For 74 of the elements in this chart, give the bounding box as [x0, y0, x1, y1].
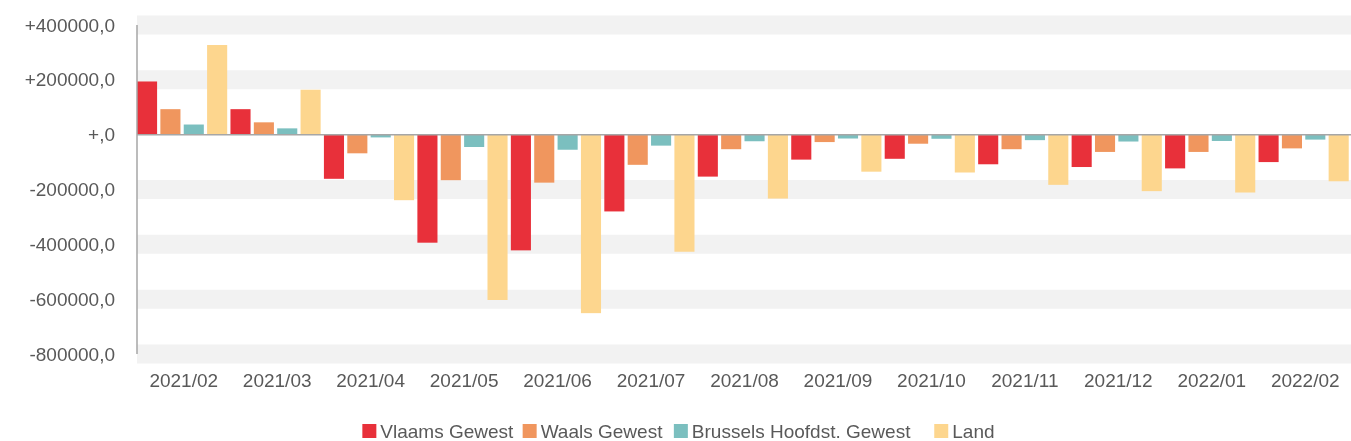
bar: [394, 134, 415, 201]
bar: [837, 134, 859, 139]
bar: [1305, 134, 1326, 140]
bar: [253, 122, 274, 135]
legend-label: Land: [952, 421, 995, 441]
bar: [1235, 134, 1256, 193]
legend-label: Brussels Hoofdst. Gewest: [691, 421, 912, 441]
bar: [160, 109, 181, 135]
bar: [1024, 134, 1045, 141]
bar: [651, 134, 672, 146]
x-tick-label: 2021/04: [336, 370, 406, 391]
y-tick-label: +400000,0: [24, 14, 115, 36]
x-tick-label: 2021/08: [710, 370, 779, 391]
bar: [1258, 134, 1279, 163]
y-tick-label: -600000,0: [29, 288, 115, 310]
bar: [300, 89, 321, 135]
bar: [1188, 134, 1209, 152]
bar: [277, 128, 298, 135]
bar: [510, 134, 531, 251]
x-tick-label: 2021/09: [803, 370, 873, 391]
bar: [791, 134, 812, 160]
y-tick-label: -400000,0: [29, 233, 115, 255]
legend-label: Waals Gewest: [540, 421, 664, 441]
bar: [604, 134, 625, 212]
bar: [417, 134, 438, 243]
bar: [954, 134, 975, 173]
bar: [580, 134, 602, 314]
bar: [814, 134, 835, 143]
bar: [440, 134, 461, 181]
x-tick-label: 2021/05: [429, 370, 499, 391]
bar: [908, 134, 929, 144]
bar: [721, 134, 742, 150]
y-tick-label: +,0: [88, 124, 115, 146]
bar: [207, 45, 228, 135]
bar: [534, 134, 555, 183]
bar: [1048, 134, 1069, 185]
y-tick-label: -200000,0: [29, 179, 115, 201]
bar: [931, 134, 952, 139]
x-tick-label: 2021/02: [149, 370, 219, 391]
bar: [557, 134, 578, 150]
x-tick-label: 2022/01: [1177, 370, 1247, 391]
bar: [1071, 134, 1092, 168]
bar: [674, 134, 695, 252]
bar: [627, 134, 648, 165]
bar: [1281, 134, 1302, 149]
bar: [347, 134, 368, 154]
bar: [230, 109, 251, 135]
x-tick-label: 2021/10: [897, 370, 966, 391]
legend-label: Vlaams Gewest: [380, 421, 515, 441]
bar: [1001, 134, 1022, 150]
bar: [1165, 134, 1186, 169]
bar: [1211, 134, 1232, 141]
bar: [323, 134, 345, 179]
bar: [1118, 134, 1139, 142]
bar: [464, 134, 485, 147]
x-tick-label: 2021/07: [616, 370, 686, 391]
bar: [487, 134, 508, 300]
x-tick-label: 2021/06: [523, 370, 592, 391]
x-tick-label: 2021/12: [1084, 370, 1153, 391]
bar: [697, 134, 718, 177]
bar: [767, 134, 788, 199]
bar: [137, 81, 158, 135]
bar: [884, 134, 905, 159]
y-tick-label: +200000,0: [24, 69, 115, 91]
bar: [744, 134, 765, 142]
bar: [1141, 134, 1162, 192]
bar: [1094, 134, 1116, 152]
bar: [1328, 134, 1349, 182]
x-tick-label: 2021/11: [991, 370, 1059, 391]
x-tick-label: 2021/03: [242, 370, 312, 391]
x-tick-label: 2022/02: [1270, 370, 1340, 391]
bar: [978, 134, 999, 165]
y-tick-label: -800000,0: [29, 343, 115, 365]
bar: [861, 134, 882, 172]
